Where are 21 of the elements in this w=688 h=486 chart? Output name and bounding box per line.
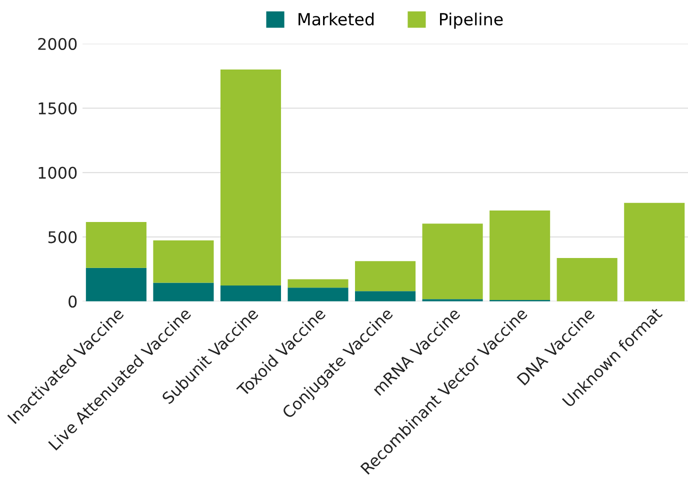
- y-tick-label: 2000: [38, 38, 77, 50]
- bar: [220, 70, 282, 286]
- bar: [556, 258, 618, 302]
- bar: [86, 222, 146, 268]
- bar: [153, 282, 214, 302]
- y-tick-label: 1500: [38, 102, 77, 114]
- bar: [220, 285, 282, 302]
- y-tick-label: 0: [68, 296, 77, 308]
- bar: [288, 288, 348, 302]
- bar: [624, 202, 685, 302]
- y-tick-label: 1000: [38, 166, 77, 179]
- y-tick-label: 500: [48, 231, 77, 244]
- bar: [86, 268, 146, 302]
- bar: [355, 261, 416, 292]
- bar: [490, 210, 550, 300]
- bar: [355, 291, 416, 302]
- bar: [153, 240, 214, 283]
- legend-label: Pipeline: [440, 12, 503, 29]
- legend-label: Marketed: [298, 12, 374, 26]
- bar: [288, 279, 348, 288]
- bar: [422, 224, 483, 300]
